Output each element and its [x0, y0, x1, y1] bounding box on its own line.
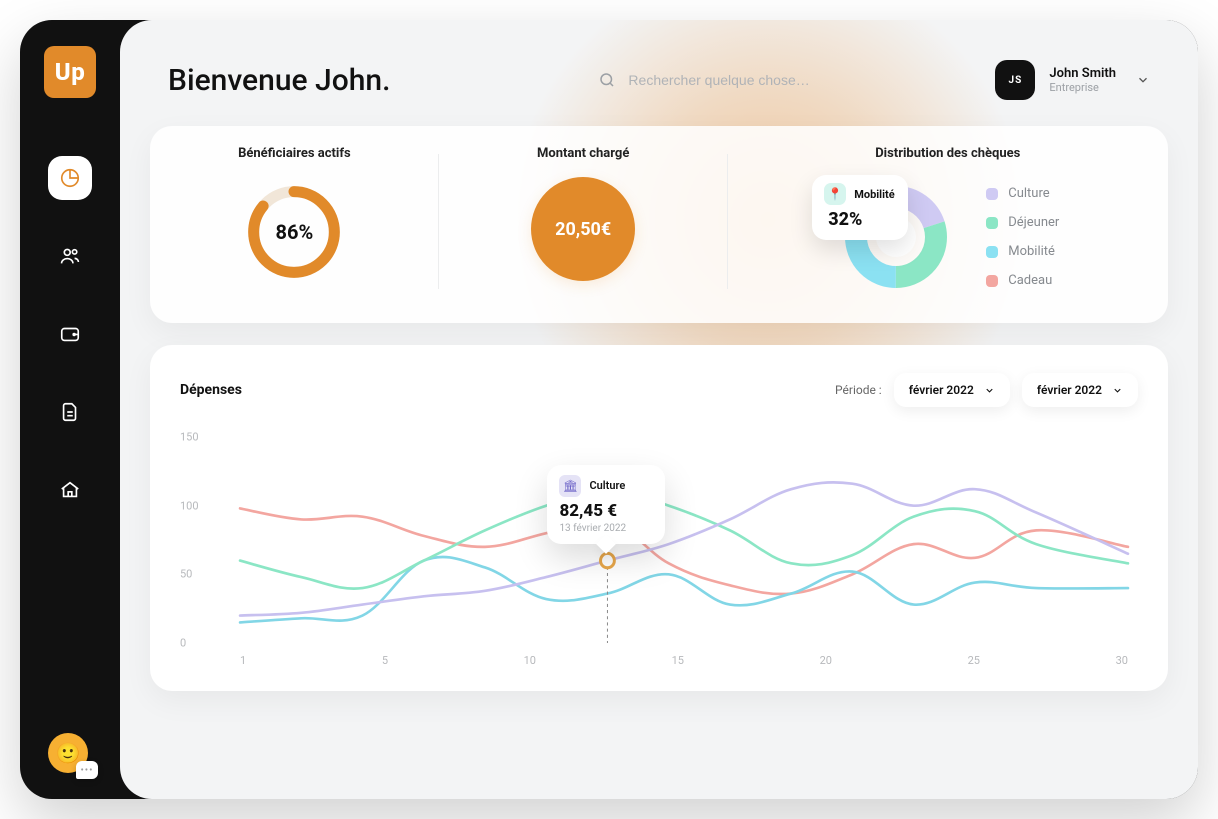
period-from-select[interactable]: février 2022 — [894, 373, 1010, 407]
distribution-donut: 📍 Mobilité 32% — [836, 177, 956, 297]
tooltip-series-label: Culture — [589, 479, 625, 492]
user-subtitle: Entreprise — [1049, 81, 1116, 94]
culture-icon: 🏛 — [559, 475, 581, 497]
y-axis-tick: 0 — [180, 637, 186, 650]
expenses-title: Dépenses — [180, 382, 242, 398]
kpi-title: Distribution des chèques — [875, 146, 1020, 161]
chevron-down-icon — [984, 385, 995, 396]
y-axis-tick: 100 — [180, 499, 199, 512]
plot-area: 🏛 Culture 82,45 € 13 février 2022 — [240, 437, 1128, 643]
y-axis-tick: 150 — [180, 431, 199, 444]
chip-label: Mobilité — [854, 188, 894, 201]
amount-circle: 20,50€ — [531, 177, 635, 281]
chevron-down-icon — [1136, 73, 1150, 87]
period-from-value: février 2022 — [909, 383, 974, 397]
chart-tooltip: 🏛 Culture 82,45 € 13 février 2022 — [547, 465, 665, 544]
legend-item: Culture — [986, 186, 1059, 201]
brand-logo: Up — [44, 46, 96, 98]
kpi-row: Bénéficiaires actifs 86% Montant chargé … — [150, 126, 1168, 323]
legend-item: Cadeau — [986, 273, 1059, 288]
kpi-title: Montant chargé — [537, 146, 629, 161]
pie-icon — [59, 167, 81, 189]
page-title: Bienvenue John. — [168, 63, 390, 98]
x-axis: 151015202530 — [240, 654, 1128, 667]
tooltip-value: 82,45 € — [559, 501, 651, 521]
period-to-select[interactable]: février 2022 — [1022, 373, 1138, 407]
chat-bubble-icon: ••• — [76, 761, 98, 779]
x-axis-tick: 15 — [672, 654, 684, 667]
kpi-distribution: Distribution des chèques 📍 Mobilité 32% … — [728, 146, 1168, 297]
period-to-value: février 2022 — [1037, 383, 1102, 397]
user-menu[interactable]: JS John Smith Entreprise — [995, 60, 1150, 100]
period-label: Période : — [835, 383, 882, 397]
legend-label: Mobilité — [1008, 244, 1055, 259]
user-avatar: JS — [995, 60, 1035, 100]
sidebar-item-wallet[interactable] — [48, 312, 92, 356]
x-axis-tick: 1 — [240, 654, 246, 667]
kpi-title: Bénéficiaires actifs — [238, 146, 351, 161]
amount-value: 20,50€ — [555, 219, 611, 240]
legend-label: Culture — [1008, 186, 1049, 201]
sidebar-nav — [48, 156, 92, 512]
x-axis-tick: 5 — [382, 654, 388, 667]
distribution-highlight-chip: 📍 Mobilité 32% — [812, 175, 908, 240]
legend-dot — [986, 246, 998, 258]
x-axis-tick: 25 — [968, 654, 980, 667]
main-panel: Bienvenue John. JS John Smith Entreprise… — [120, 20, 1198, 799]
x-axis-tick: 10 — [524, 654, 536, 667]
search-input[interactable] — [628, 72, 848, 88]
legend-item: Déjeuner — [986, 215, 1059, 230]
legend-label: Déjeuner — [1008, 215, 1059, 230]
beneficiaries-value: 86% — [239, 177, 349, 287]
legend-item: Mobilité — [986, 244, 1059, 259]
document-icon — [59, 401, 81, 423]
beneficiaries-donut: 86% — [239, 177, 349, 287]
expenses-chart: 050100150 🏛 Culture 82,45 € 13 février 2… — [180, 437, 1138, 667]
kpi-amount: Montant chargé 20,50€ — [439, 146, 728, 297]
sidebar-item-dashboard[interactable] — [48, 156, 92, 200]
legend-dot — [986, 275, 998, 287]
sidebar: Up — [20, 20, 120, 799]
legend-label: Cadeau — [1008, 273, 1052, 288]
mobility-icon: 📍 — [824, 183, 846, 205]
search-icon — [598, 71, 616, 89]
chevron-down-icon — [1112, 385, 1123, 396]
sidebar-item-document[interactable] — [48, 390, 92, 434]
people-icon — [59, 245, 81, 267]
y-axis: 050100150 — [180, 437, 230, 643]
sidebar-item-home[interactable] — [48, 468, 92, 512]
tooltip-date: 13 février 2022 — [559, 523, 651, 534]
distribution-legend: Culture Déjeuner Mobilité Cadeau — [986, 186, 1059, 288]
chip-value: 32% — [824, 209, 896, 230]
header: Bienvenue John. JS John Smith Entreprise — [120, 20, 1198, 118]
user-name: John Smith — [1049, 66, 1116, 81]
wallet-icon — [59, 323, 81, 345]
legend-dot — [986, 188, 998, 200]
sidebar-item-people[interactable] — [48, 234, 92, 278]
expenses-card: Dépenses Période : février 2022 février … — [150, 345, 1168, 691]
kpi-beneficiaries: Bénéficiaires actifs 86% — [150, 146, 439, 297]
home-icon — [59, 479, 81, 501]
support-chat-widget[interactable]: 🙂 ••• — [48, 733, 92, 777]
search-bar — [598, 71, 967, 89]
legend-dot — [986, 217, 998, 229]
y-axis-tick: 50 — [180, 568, 192, 581]
x-axis-tick: 30 — [1116, 654, 1128, 667]
x-axis-tick: 20 — [820, 654, 832, 667]
